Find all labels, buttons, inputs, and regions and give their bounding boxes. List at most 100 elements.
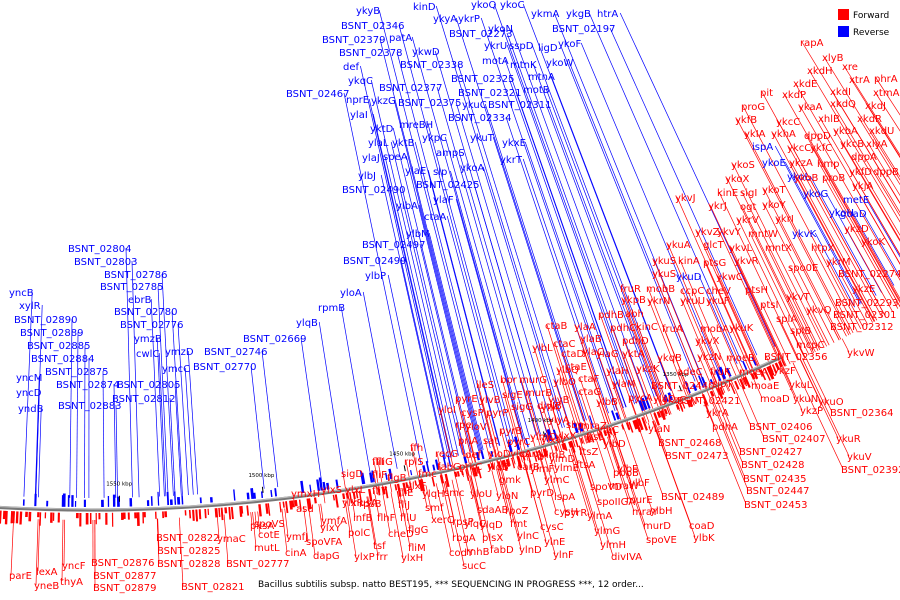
forward-gene-mark	[760, 369, 767, 381]
forward-leader-line	[501, 378, 525, 462]
forward-gene-label: mcpC	[796, 340, 825, 351]
forward-gene-mark	[204, 508, 207, 519]
forward-gene-label: mraY	[632, 507, 659, 518]
forward-gene-label: ykzA	[789, 158, 813, 169]
forward-gene-label: xkdP	[782, 90, 806, 101]
forward-gene-mark	[487, 463, 492, 470]
reverse-gene-mark	[425, 461, 430, 472]
forward-leader-line	[503, 393, 523, 463]
forward-leader-line	[808, 69, 900, 223]
forward-leader-line	[570, 448, 597, 531]
reverse-gene-label: ylbA	[396, 201, 418, 212]
forward-gene-mark	[230, 506, 234, 520]
forward-gene-mark	[628, 421, 634, 433]
reverse-leader-line	[102, 370, 105, 498]
forward-leader-line	[257, 511, 261, 535]
forward-leader-line	[568, 448, 590, 516]
forward-gene-label: ftsL	[586, 432, 604, 443]
forward-gene-label: codY	[449, 548, 474, 559]
reverse-gene-label: BSNT_02197	[552, 24, 615, 35]
forward-gene-label: xhlB	[818, 114, 840, 125]
forward-gene-label: nusA	[353, 498, 378, 509]
reverse-gene-label: ykoA	[460, 163, 484, 174]
forward-leader-line	[741, 191, 821, 350]
reverse-gene-mark	[684, 381, 691, 394]
forward-gene-mark	[279, 501, 282, 513]
reverse-leader-line	[560, 46, 696, 382]
forward-gene-mark	[195, 509, 199, 522]
forward-gene-label: fliI	[372, 457, 384, 468]
forward-gene-label: xre	[842, 62, 858, 73]
forward-gene-label: ylmC	[544, 475, 569, 486]
forward-gene-label: yloV	[465, 422, 487, 433]
forward-gene-label: splA	[776, 314, 797, 325]
forward-leader-line	[735, 259, 786, 367]
forward-leader-line	[354, 498, 356, 503]
forward-leader-line	[435, 483, 452, 553]
forward-gene-label: ykrM	[826, 257, 850, 268]
reverse-leader-line	[38, 407, 42, 498]
forward-gene-label: ykfC	[810, 143, 832, 154]
forward-leader-line	[578, 445, 614, 557]
forward-gene-label: BSNT_02274	[838, 269, 900, 280]
forward-leader-line	[827, 260, 864, 328]
forward-gene-mark	[368, 488, 373, 502]
forward-gene-label: ispA	[554, 492, 575, 503]
forward-gene-label: infB	[353, 513, 373, 524]
forward-gene-label: abh	[625, 309, 644, 320]
forward-gene-label: bpr	[500, 375, 518, 386]
forward-gene-label: mntX	[765, 243, 792, 254]
reverse-gene-label: yndB	[18, 404, 44, 415]
forward-leader-line	[737, 218, 805, 358]
legend-label-forward: Forward	[853, 11, 889, 21]
forward-gene-label: BSNT_02825	[157, 546, 220, 557]
forward-leader-line	[407, 484, 410, 489]
reverse-gene-label: ykoH	[829, 208, 854, 219]
forward-gene-label: ptsH	[745, 285, 768, 296]
forward-leader-line	[652, 420, 696, 538]
forward-gene-label: ylbF	[629, 478, 650, 489]
forward-leader-line	[783, 93, 900, 300]
genome-backbone-highlight	[0, 355, 781, 510]
reverse-gene-label: BSNT_02805	[117, 380, 180, 391]
forward-gene-label: ylnE	[544, 537, 565, 548]
forward-gene-label: fabD	[490, 545, 514, 556]
forward-leader-line	[572, 447, 603, 545]
forward-gene-mark	[218, 507, 221, 517]
forward-leader-line	[470, 475, 483, 525]
forward-gene-mark	[198, 509, 202, 520]
reverse-gene-label: ykuT	[470, 133, 495, 144]
forward-gene-label: ykhA	[771, 129, 796, 140]
forward-leader-line	[484, 439, 493, 471]
reverse-gene-label: BSNT_02334	[448, 113, 511, 124]
forward-gene-label: rapA	[800, 38, 824, 49]
reverse-leader-line	[398, 24, 512, 443]
forward-gene-label: yloA	[510, 449, 532, 460]
forward-gene-mark	[734, 380, 740, 390]
forward-gene-label: recG	[435, 449, 458, 460]
reverse-leader-line	[396, 51, 500, 446]
reverse-leader-line	[399, 188, 463, 455]
forward-gene-label: polC	[348, 528, 370, 539]
forward-leader-line	[579, 445, 593, 487]
forward-leader-line	[831, 102, 900, 217]
reverse-leader-line	[84, 344, 86, 499]
forward-gene-label: carB	[517, 462, 540, 473]
forward-leader-line	[726, 177, 813, 354]
forward-gene-label: ptsI	[760, 300, 778, 311]
reverse-leader-line	[588, 12, 742, 363]
reverse-gene-label: BSNT_02321	[458, 88, 521, 99]
reverse-leader-line	[550, 75, 672, 391]
reverse-leader-line	[524, 141, 618, 411]
forward-gene-label: asd	[296, 504, 314, 515]
kbp-tick-mark	[261, 486, 264, 493]
reverse-gene-label: BSNT_02889	[20, 328, 83, 339]
forward-gene-label: ylbE	[617, 464, 638, 475]
forward-gene-label: spoVFA	[306, 537, 342, 548]
forward-gene-label: phrA	[874, 74, 898, 85]
forward-gene-label: ylxP	[354, 552, 375, 563]
forward-gene-label: ylxY	[320, 523, 342, 534]
forward-gene-label: tsf	[373, 541, 386, 552]
forward-gene-label: BSNT_02473	[665, 451, 728, 462]
forward-gene-label: BSNT_02453	[744, 500, 807, 511]
